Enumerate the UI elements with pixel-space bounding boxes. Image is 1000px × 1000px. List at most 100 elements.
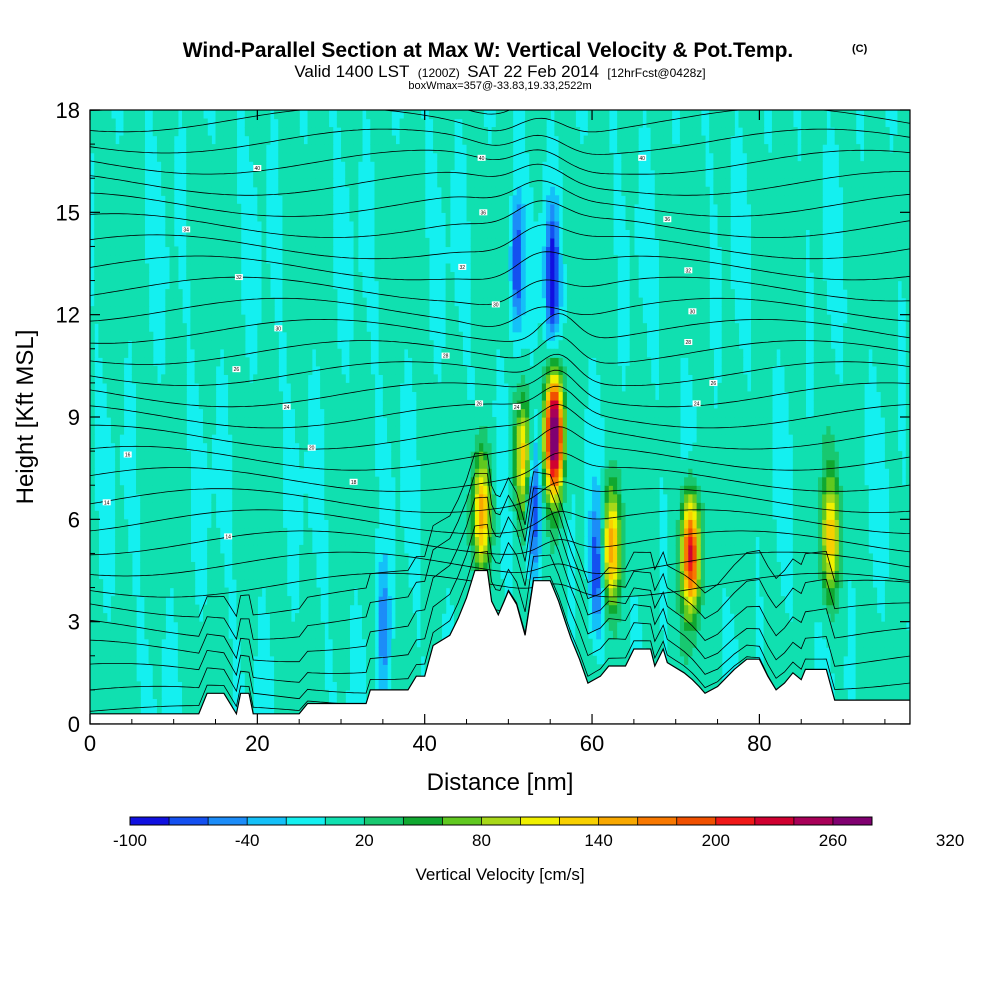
velocity-cell — [207, 237, 212, 248]
velocity-cell — [370, 519, 376, 529]
velocity-cell — [269, 306, 275, 316]
velocity-cell — [136, 434, 141, 444]
velocity-cell — [453, 579, 459, 589]
velocity-cell — [303, 229, 309, 239]
velocity-cell — [115, 408, 120, 418]
velocity-cell — [161, 152, 166, 162]
velocity-cell — [173, 442, 179, 452]
velocity-cell — [353, 536, 359, 546]
velocity-cell — [462, 485, 468, 495]
velocity-cell — [123, 630, 129, 640]
velocity-cell — [236, 536, 242, 546]
velocity-cell — [119, 596, 125, 606]
velocity-cell — [115, 306, 120, 316]
velocity-cell — [274, 510, 279, 520]
velocity-cell — [437, 596, 443, 606]
velocity-cell — [328, 408, 334, 418]
velocity-cell — [165, 331, 171, 341]
velocity-cell — [303, 212, 309, 222]
velocity-cell — [169, 579, 175, 589]
velocity-cell — [261, 161, 267, 171]
velocity-cell — [483, 314, 489, 324]
velocity-cell — [228, 254, 233, 265]
velocity-cell — [449, 348, 455, 358]
velocity-cell — [127, 587, 133, 597]
velocity-cell — [98, 169, 104, 179]
velocity-cell — [332, 664, 338, 674]
velocity-cell — [106, 272, 112, 282]
velocity-cell — [320, 118, 325, 128]
velocity-cell — [366, 425, 371, 435]
velocity-cell — [219, 587, 225, 597]
velocity-cell — [487, 434, 493, 444]
velocity-cell — [186, 655, 191, 665]
velocity-cell — [278, 451, 284, 461]
velocity-cell — [190, 672, 196, 682]
velocity-cell — [420, 425, 426, 435]
velocity-cell — [261, 451, 267, 461]
velocity-cell — [282, 655, 288, 665]
velocity-cell — [278, 476, 284, 486]
velocity-cell — [207, 195, 212, 205]
velocity-cell — [470, 280, 476, 290]
velocity-cell — [307, 306, 313, 316]
velocity-cell — [391, 220, 396, 230]
velocity-cell — [403, 647, 409, 657]
velocity-cell — [106, 246, 112, 256]
velocity-cell — [278, 553, 284, 563]
velocity-cell — [215, 655, 221, 665]
velocity-cell — [173, 297, 179, 307]
velocity-cell — [156, 706, 162, 717]
velocity-cell — [474, 127, 480, 137]
velocity-cell — [311, 237, 317, 248]
velocity-cell — [491, 510, 497, 520]
velocity-cell — [274, 536, 279, 546]
velocity-cell — [403, 314, 409, 324]
velocity-cell — [257, 544, 263, 555]
velocity-cell — [286, 195, 292, 205]
velocity-cell — [295, 212, 300, 222]
velocity-cell — [311, 246, 317, 256]
velocity-cell — [441, 110, 447, 120]
velocity-cell — [491, 570, 497, 580]
velocity-cell — [177, 391, 183, 401]
velocity-cell — [131, 254, 137, 265]
velocity-cell — [123, 212, 129, 222]
velocity-cell — [278, 493, 284, 503]
velocity-cell — [399, 297, 405, 307]
velocity-cell — [115, 152, 120, 162]
velocity-cell — [90, 408, 95, 418]
velocity-cell — [127, 630, 133, 640]
velocity-cell — [341, 399, 346, 410]
velocity-cell — [140, 493, 145, 503]
velocity-cell — [441, 596, 447, 606]
velocity-cell — [341, 655, 346, 665]
velocity-cell — [232, 263, 238, 273]
velocity-cell — [299, 621, 304, 631]
velocity-cell — [387, 254, 392, 265]
velocity-cell — [219, 161, 225, 171]
velocity-cell — [357, 314, 363, 324]
velocity-cell — [470, 417, 476, 427]
velocity-cell — [94, 118, 99, 128]
velocity-cell — [211, 323, 217, 333]
velocity-cell — [173, 493, 179, 503]
velocity-cell — [257, 127, 263, 137]
velocity-cell — [110, 672, 116, 682]
velocity-cell — [449, 579, 455, 589]
velocity-cell — [357, 579, 363, 589]
velocity-cell — [177, 536, 183, 546]
velocity-cell — [244, 638, 250, 648]
velocity-cell — [194, 374, 200, 384]
velocity-cell — [474, 417, 480, 427]
velocity-cell — [420, 647, 426, 657]
velocity-cell — [177, 476, 183, 486]
velocity-cell — [215, 340, 221, 350]
velocity-cell — [479, 340, 484, 350]
velocity-cell — [483, 220, 489, 230]
velocity-cell — [148, 391, 154, 401]
velocity-cell — [265, 417, 271, 427]
velocity-cell — [441, 127, 447, 137]
velocity-cell — [487, 161, 493, 171]
velocity-cell — [290, 110, 296, 120]
